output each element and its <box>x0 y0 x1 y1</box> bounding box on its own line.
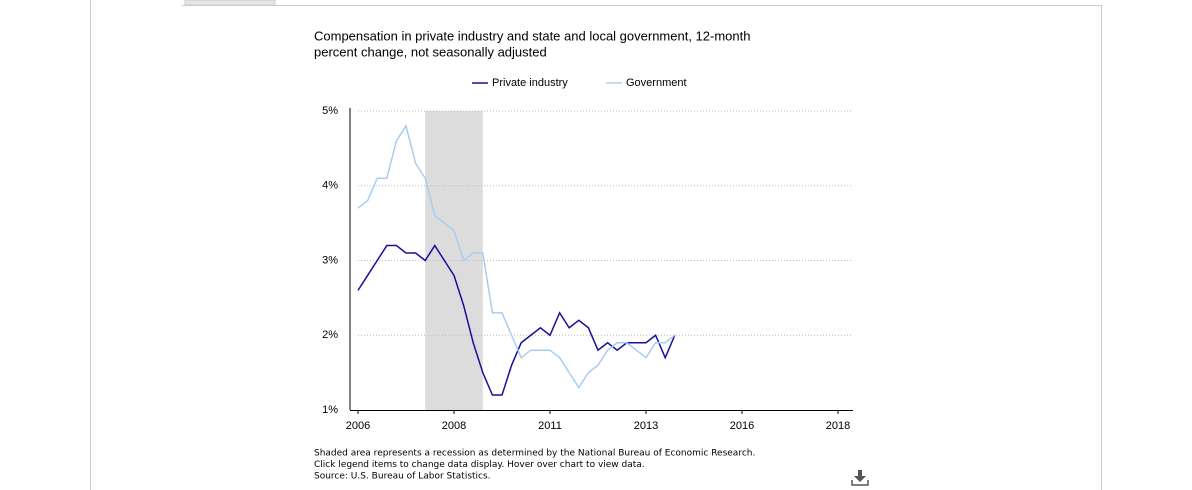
y-tick-label: 4% <box>322 180 338 192</box>
series-line <box>357 244 676 396</box>
y-tick-label: 2% <box>322 329 338 341</box>
tab[interactable] <box>184 0 276 6</box>
download-icon[interactable] <box>851 470 869 486</box>
legend-item[interactable]: Private industry <box>472 77 568 89</box>
series-line <box>357 124 676 389</box>
x-tick-label: 2016 <box>730 420 754 432</box>
x-tick-label: 2013 <box>634 420 658 432</box>
x-tick-label: 2008 <box>442 420 466 432</box>
y-tick-label: 3% <box>322 254 338 266</box>
footnote: Shaded area represents a recession as de… <box>314 449 755 459</box>
chart-title: Compensation in private industry and sta… <box>314 28 750 43</box>
x-tick-label: 2006 <box>346 420 370 432</box>
legend-label: Government <box>626 77 687 89</box>
x-tick-label: 2018 <box>826 420 850 432</box>
legend-item[interactable]: Government <box>606 77 687 89</box>
footnote: Click legend items to change data displa… <box>314 460 645 470</box>
chart-subtitle: percent change, not seasonally adjusted <box>314 44 547 59</box>
x-tick-label: 2011 <box>538 420 562 432</box>
footnote: Source: U.S. Bureau of Labor Statistics. <box>314 472 491 482</box>
legend-label: Private industry <box>492 77 568 89</box>
y-tick-label: 5% <box>322 105 338 117</box>
y-tick-label: 1% <box>322 404 338 416</box>
